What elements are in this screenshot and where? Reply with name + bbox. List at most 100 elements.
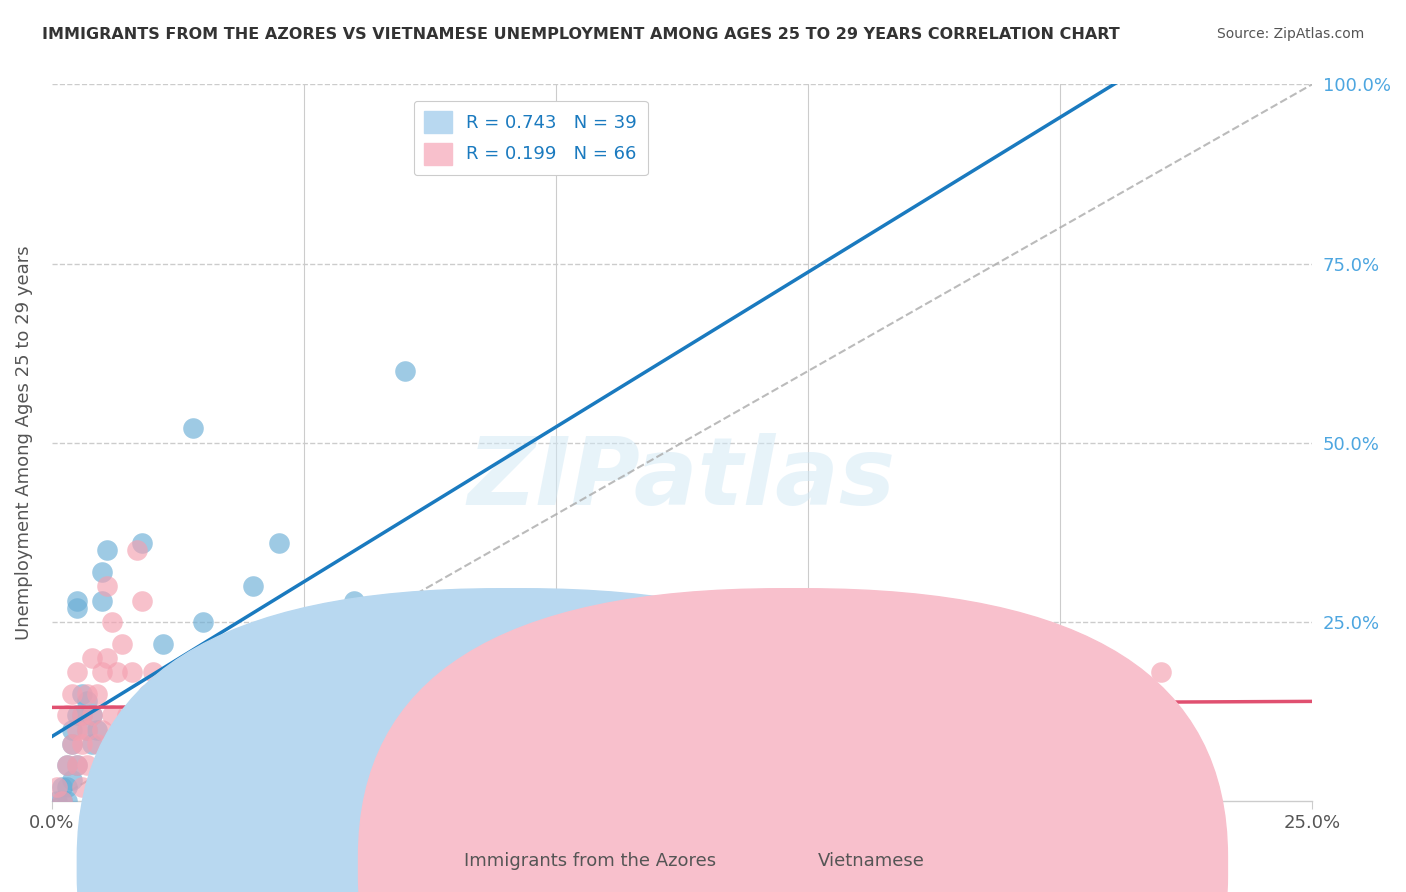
Point xyxy=(56,758,79,772)
Point xyxy=(1049,708,1071,723)
Point xyxy=(66,600,89,615)
Point xyxy=(96,579,118,593)
Point xyxy=(45,794,67,808)
Point xyxy=(142,665,165,680)
Point xyxy=(60,772,83,787)
Point xyxy=(292,687,315,701)
Point xyxy=(56,708,79,723)
Point xyxy=(105,665,128,680)
Point xyxy=(368,737,391,751)
Point xyxy=(51,794,73,808)
Point xyxy=(96,543,118,558)
Point xyxy=(45,780,67,794)
Point xyxy=(56,758,79,772)
Point xyxy=(66,708,89,723)
Point xyxy=(111,636,134,650)
Point xyxy=(101,615,124,629)
Point xyxy=(60,687,83,701)
Point xyxy=(56,780,79,794)
Point xyxy=(166,737,188,751)
Point xyxy=(105,744,128,758)
Point xyxy=(232,665,254,680)
Point xyxy=(142,723,165,737)
Point xyxy=(242,579,264,593)
Point xyxy=(66,758,89,772)
Point xyxy=(76,687,98,701)
Point xyxy=(70,737,93,751)
Point xyxy=(80,651,103,665)
Point xyxy=(51,780,73,794)
Point xyxy=(242,687,264,701)
Point xyxy=(80,708,103,723)
Point xyxy=(56,794,79,808)
Point xyxy=(177,708,200,723)
Point xyxy=(343,593,366,607)
Point xyxy=(121,765,143,780)
Point xyxy=(66,723,89,737)
Point xyxy=(76,694,98,708)
Point xyxy=(277,708,299,723)
Text: Source: ZipAtlas.com: Source: ZipAtlas.com xyxy=(1216,27,1364,41)
Point xyxy=(519,593,541,607)
Point xyxy=(91,593,114,607)
Point xyxy=(394,364,416,378)
Point xyxy=(70,708,93,723)
Point xyxy=(121,665,143,680)
Text: IMMIGRANTS FROM THE AZORES VS VIETNAMESE UNEMPLOYMENT AMONG AGES 25 TO 29 YEARS : IMMIGRANTS FROM THE AZORES VS VIETNAMESE… xyxy=(42,27,1121,42)
Point xyxy=(101,744,124,758)
Point xyxy=(127,751,149,765)
Point xyxy=(267,758,290,772)
Point xyxy=(191,694,214,708)
Point xyxy=(80,737,103,751)
Point xyxy=(60,737,83,751)
Point xyxy=(544,708,567,723)
Point xyxy=(86,723,108,737)
Point xyxy=(105,737,128,751)
Point xyxy=(91,723,114,737)
Text: ZIPatlas: ZIPatlas xyxy=(468,433,896,524)
Legend: R = 0.743   N = 39, R = 0.199   N = 66: R = 0.743 N = 39, R = 0.199 N = 66 xyxy=(413,101,648,176)
Point xyxy=(1024,744,1046,758)
Point xyxy=(444,737,467,751)
Point xyxy=(91,565,114,579)
Text: Immigrants from the Azores: Immigrants from the Azores xyxy=(464,852,717,870)
Point xyxy=(117,708,139,723)
Point xyxy=(797,687,820,701)
Point xyxy=(76,723,98,737)
Point xyxy=(202,723,225,737)
Point xyxy=(846,673,869,687)
Point xyxy=(494,687,516,701)
Point xyxy=(76,758,98,772)
Point xyxy=(66,593,89,607)
Point xyxy=(217,708,239,723)
Text: Vietnamese: Vietnamese xyxy=(818,852,925,870)
Point xyxy=(142,765,165,780)
Point xyxy=(267,536,290,550)
Point xyxy=(696,723,718,737)
Point xyxy=(252,673,274,687)
Point xyxy=(66,758,89,772)
Y-axis label: Unemployment Among Ages 25 to 29 years: Unemployment Among Ages 25 to 29 years xyxy=(15,245,32,640)
Point xyxy=(86,737,108,751)
Point xyxy=(948,665,970,680)
Point xyxy=(595,673,617,687)
Point xyxy=(80,708,103,723)
Point xyxy=(70,687,93,701)
Point xyxy=(86,687,108,701)
Point xyxy=(70,780,93,794)
Point xyxy=(152,687,174,701)
Point xyxy=(76,723,98,737)
Point xyxy=(127,543,149,558)
Point xyxy=(897,744,920,758)
Point xyxy=(191,615,214,629)
Point xyxy=(101,708,124,723)
Point xyxy=(318,744,340,758)
Point xyxy=(121,737,143,751)
Point xyxy=(181,421,204,435)
Point xyxy=(51,794,73,808)
Point xyxy=(136,687,159,701)
Point xyxy=(117,772,139,787)
Point xyxy=(70,708,93,723)
Point xyxy=(60,737,83,751)
Point xyxy=(1150,665,1173,680)
